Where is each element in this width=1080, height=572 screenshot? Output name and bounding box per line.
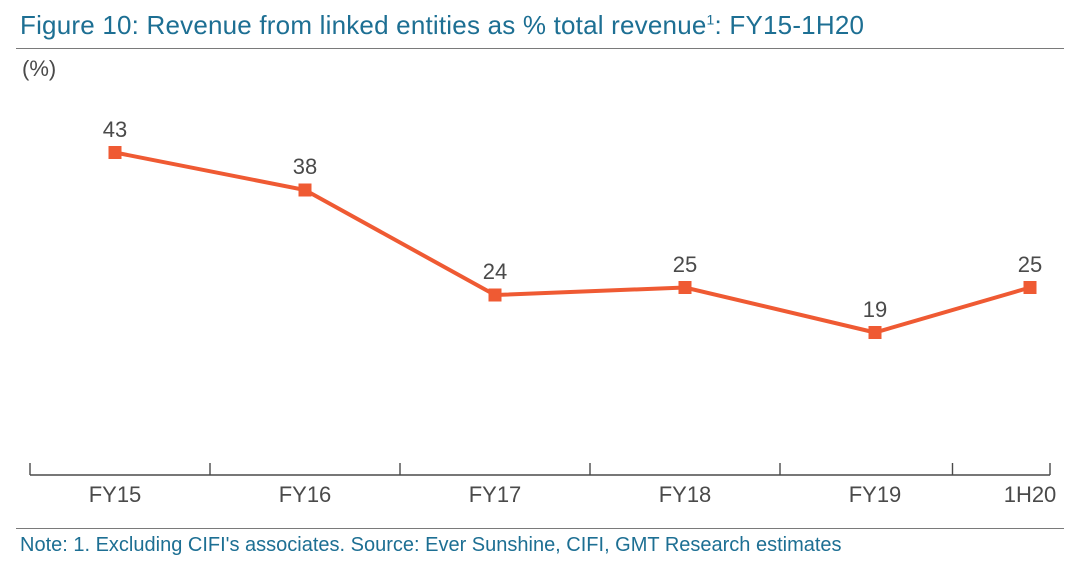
figure-title-sup: 1 <box>707 11 715 27</box>
x-tick-label: FY19 <box>849 482 902 508</box>
footnote-rule <box>16 528 1064 529</box>
x-tick-label: FY17 <box>469 482 522 508</box>
x-tick-label: 1H20 <box>1004 482 1057 508</box>
x-tick-label: FY16 <box>279 482 332 508</box>
figure-container: Figure 10: Revenue from linked entities … <box>0 0 1080 572</box>
figure-title-post: : FY15-1H20 <box>715 10 865 40</box>
chart-plot-area: FY1543FY1638FY1724FY1825FY19191H2025 <box>30 80 1050 490</box>
data-point-label: 25 <box>673 252 697 278</box>
y-axis-label: (%) <box>22 56 56 82</box>
title-underline <box>16 48 1064 49</box>
data-point-label: 24 <box>483 259 507 285</box>
figure-title-pre: Figure 10: Revenue from linked entities … <box>20 10 707 40</box>
data-point-label: 25 <box>1018 252 1042 278</box>
data-point-label: 43 <box>103 117 127 143</box>
data-point-label: 19 <box>863 297 887 323</box>
x-tick-label: FY18 <box>659 482 712 508</box>
chart-svg <box>30 80 1050 490</box>
x-tick-label: FY15 <box>89 482 142 508</box>
data-point-label: 38 <box>293 154 317 180</box>
figure-title: Figure 10: Revenue from linked entities … <box>20 10 864 41</box>
figure-footnote: Note: 1. Excluding CIFI's associates. So… <box>20 534 842 557</box>
